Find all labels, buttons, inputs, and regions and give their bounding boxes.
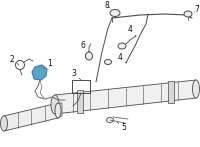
Polygon shape <box>168 81 174 103</box>
Polygon shape <box>55 103 62 118</box>
Ellipse shape <box>192 80 200 98</box>
Text: 4: 4 <box>128 25 136 36</box>
Ellipse shape <box>0 116 8 131</box>
Ellipse shape <box>51 95 59 114</box>
Ellipse shape <box>86 52 92 60</box>
Polygon shape <box>4 103 58 131</box>
Ellipse shape <box>106 117 114 122</box>
Text: 3: 3 <box>72 69 81 80</box>
Text: 7: 7 <box>194 5 199 15</box>
Polygon shape <box>77 90 83 113</box>
Ellipse shape <box>184 11 192 17</box>
Text: 4: 4 <box>118 52 126 63</box>
Text: 8: 8 <box>105 0 110 10</box>
Text: 2: 2 <box>10 55 19 65</box>
Text: 5: 5 <box>117 122 126 132</box>
Ellipse shape <box>110 10 120 16</box>
Ellipse shape <box>118 43 126 49</box>
Text: 1: 1 <box>44 60 52 69</box>
Ellipse shape <box>104 60 112 65</box>
Polygon shape <box>32 65 47 80</box>
Text: 6: 6 <box>81 41 89 52</box>
Ellipse shape <box>55 103 61 118</box>
Polygon shape <box>55 80 196 114</box>
